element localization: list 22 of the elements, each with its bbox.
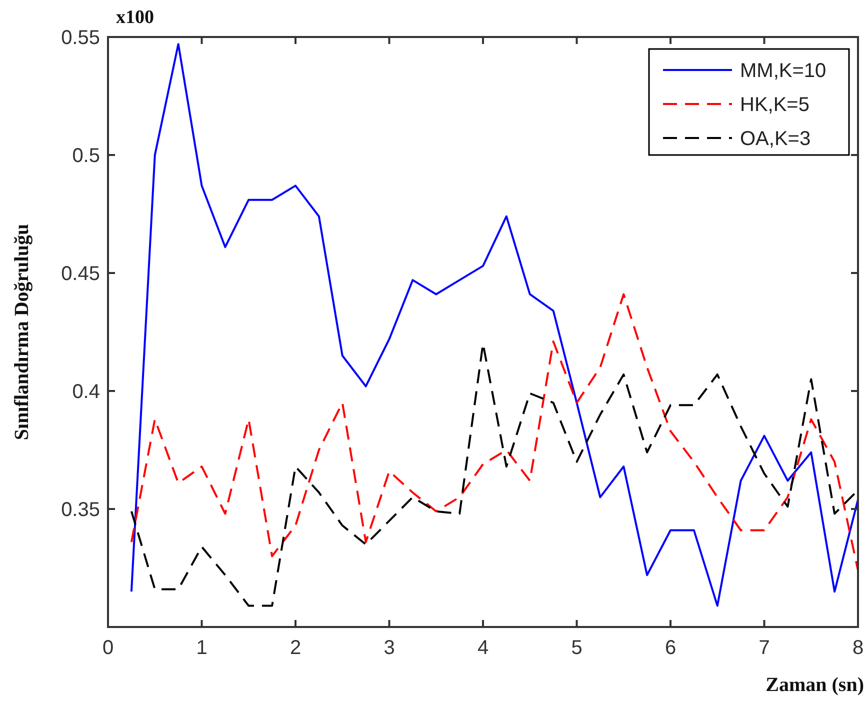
x-tick-label: 4 [477,637,489,659]
text: x100 [116,7,154,28]
y-tick-label: 0.4 [72,381,100,403]
x-tick-label: 2 [290,637,302,659]
x-tick-label: 5 [571,637,582,659]
x-tick-label: 8 [852,637,864,659]
x-axis-title: Zaman (sn) [766,674,864,696]
x-tick-label: 6 [664,637,676,659]
legend-label: HK,K=5 [740,94,810,116]
line-series [130,43,859,607]
x-tick-label: 1 [196,637,208,659]
y-tick-label: 0.55 [61,27,100,49]
y-tick-label: 0.45 [61,263,100,285]
x-tick-label: 3 [384,637,395,659]
legend-label: OA,K=3 [740,128,811,150]
x-tick-label: 0 [102,637,114,659]
y-tick-label: 0.35 [61,499,100,521]
line-series [130,293,859,572]
legend-label: MM,K=10 [740,60,826,82]
x-tick-label: 7 [758,637,770,659]
y-tick-label: 0.5 [72,145,100,167]
y-axis-title: Sınıflandırma Doğruluğu [11,224,33,440]
